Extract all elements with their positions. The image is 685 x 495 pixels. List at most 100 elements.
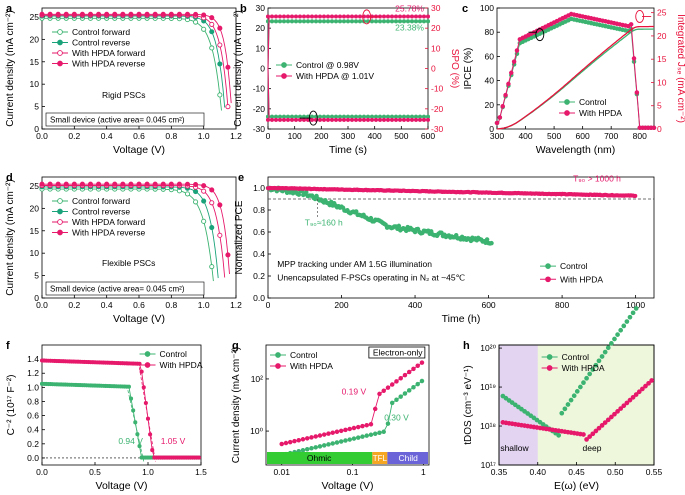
jv-point [96, 181, 102, 187]
spo-point [333, 14, 339, 19]
spo-point [409, 14, 415, 19]
tdos-hpda-point [615, 409, 620, 414]
current-point [385, 114, 391, 119]
legend-marker [57, 229, 63, 236]
panel-letter: c [462, 3, 468, 15]
spo-point [397, 14, 403, 19]
sclc-point [304, 436, 310, 441]
jv-point [209, 29, 215, 35]
ms-point [148, 432, 153, 437]
spo-point [309, 14, 315, 19]
spo-point [321, 19, 327, 24]
y-tick-label: 10⁰ [250, 426, 263, 436]
legend-marker [545, 263, 551, 269]
sclc-point [389, 382, 395, 387]
jv-point [144, 11, 150, 17]
spo-point [289, 19, 295, 24]
y-tick-label: 0.2 [253, 271, 265, 281]
tdos-control-point [503, 395, 509, 401]
x-axis-label: Time (s) [329, 144, 367, 156]
spo-point [309, 19, 315, 24]
x-tick-label: 500 [394, 131, 408, 141]
legend-1: Control reverse [72, 38, 130, 48]
spo-point [293, 19, 299, 24]
region-deep-label: deep [583, 443, 602, 453]
y-tick-label: 15 [30, 57, 40, 67]
sclc-point [360, 423, 365, 429]
sclc-point [394, 397, 399, 402]
y2-tick-label: 20 [657, 31, 667, 41]
spo-point [337, 19, 343, 24]
spo-point [417, 14, 423, 19]
current-point [425, 117, 431, 122]
y-tick-label: 0.8 [253, 205, 265, 215]
sclc-point [385, 421, 391, 426]
y-axis-label: Normalized PCE [234, 200, 245, 274]
x-tick-label: 0.6 [133, 131, 145, 141]
spo-point [401, 14, 407, 19]
y-tick-label: 25 [30, 181, 40, 191]
x-tick-label: 0 [266, 131, 271, 141]
y-tick-label: -10 [253, 84, 266, 94]
current-point [317, 114, 323, 119]
x-tick-label: 0.0 [36, 467, 48, 477]
current-point [269, 117, 275, 122]
current-point [317, 117, 323, 122]
vtfl-control-label: 0.30 V [384, 412, 409, 422]
sclc-point [330, 430, 335, 435]
jv-point [217, 92, 223, 98]
spo-point [273, 14, 279, 19]
panel-letter: h [463, 340, 470, 352]
annotation-box [45, 281, 205, 296]
jv-point [193, 181, 199, 188]
sclc-point [338, 439, 344, 444]
sclc-point [321, 443, 327, 448]
tdos-control-point [624, 319, 630, 324]
y-tick-label: 10² [251, 374, 263, 384]
y2-axis-label: SPO (%) [449, 49, 460, 88]
spo-point [425, 14, 431, 19]
y2-tick-label: 25 [657, 8, 667, 18]
legend-0: Control [579, 97, 607, 107]
spo-point [293, 14, 299, 19]
legend-marker [144, 362, 151, 368]
current-point [381, 114, 387, 119]
y2-tick-label: 10 [657, 77, 667, 87]
panel-letter: f [6, 340, 10, 352]
legend-marker [281, 73, 287, 79]
x-tick-label: 0 [266, 300, 271, 310]
y-tick-label: 0.0 [253, 293, 265, 303]
tdos-hpda-point [621, 403, 627, 409]
spo-point [269, 19, 275, 24]
spo-point [285, 14, 291, 19]
spo-point [381, 14, 387, 19]
x-tick-label: 200 [314, 131, 328, 141]
y-axis-label: Current density (mA cm⁻²) [233, 10, 244, 126]
current-point [381, 117, 387, 122]
legend-1: With HPDA [290, 361, 333, 371]
sclc-point [296, 437, 301, 443]
jv-point [71, 181, 77, 187]
legend-0: Control forward [72, 27, 130, 37]
tdos-hpda-point [609, 414, 614, 420]
sclc-point [415, 381, 420, 387]
spo-point [297, 19, 303, 24]
tdos-hpda-point [636, 389, 642, 395]
x-tick-label: 1 [421, 467, 426, 477]
tdos-control-point [522, 408, 527, 414]
spo-point [393, 14, 399, 19]
jv-point [87, 11, 94, 17]
y-tick-label: 5 [34, 102, 39, 112]
tdos-control-point [562, 406, 568, 412]
legend-0: Control forward [72, 196, 130, 206]
spo-point [301, 19, 307, 24]
spo-point [289, 14, 295, 19]
y-tick-label: 0 [34, 124, 39, 134]
sclc-point [304, 447, 310, 452]
y2-tick-label: 15 [657, 54, 667, 64]
legend-2: With HPDA forward [72, 217, 145, 227]
x-tick-label: 200 [334, 300, 348, 310]
tdos-control-point [615, 332, 620, 337]
x-tick-label: 1.2 [230, 131, 242, 141]
jv-point [225, 64, 231, 70]
